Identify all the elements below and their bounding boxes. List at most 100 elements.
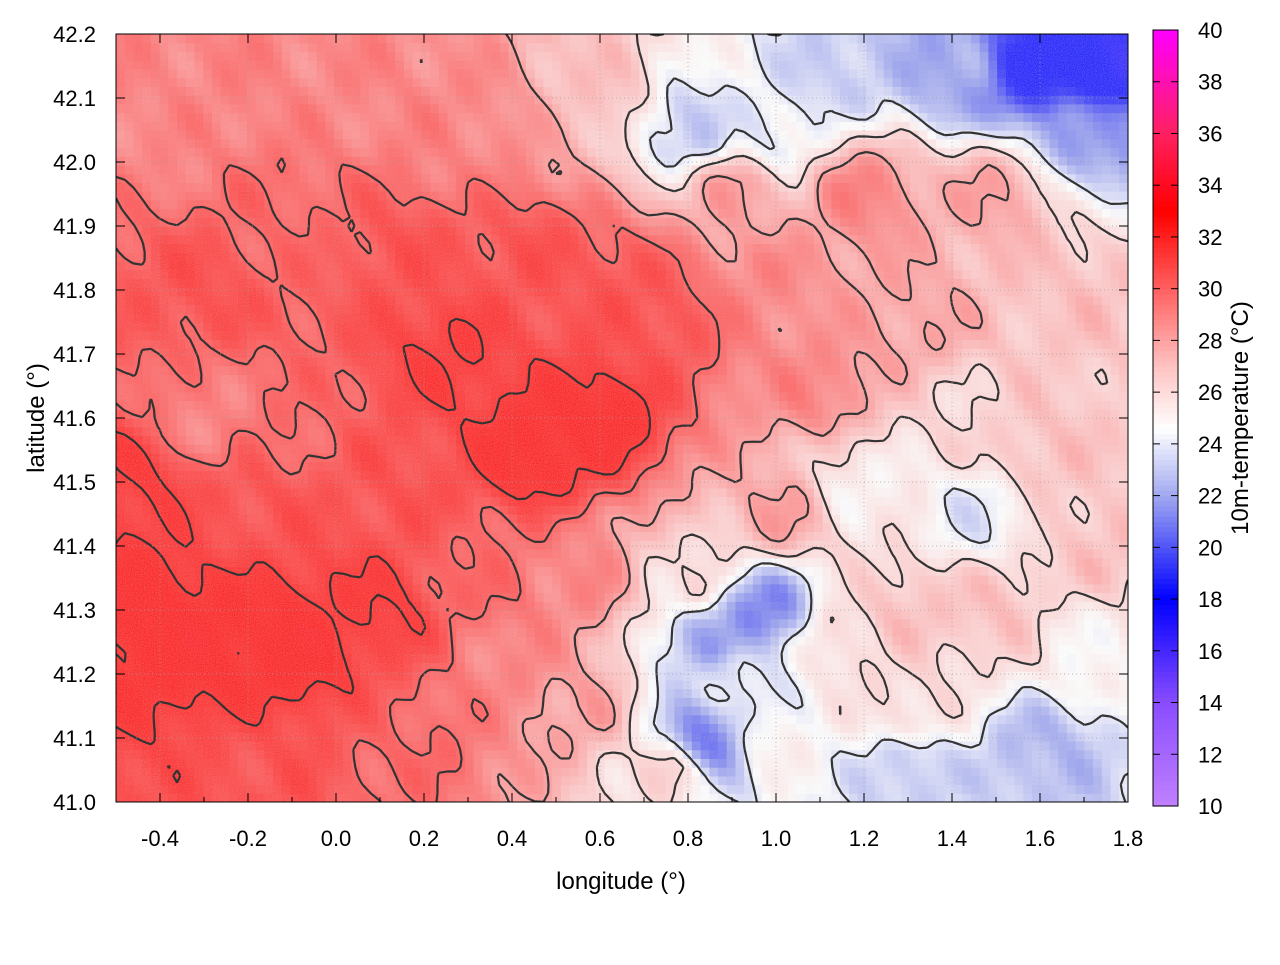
field-cell [203,444,213,454]
field-cell [822,522,832,533]
field-cell [1110,514,1120,524]
field-cell [430,566,440,576]
field-cell [491,444,501,454]
field-cell [918,505,928,515]
field-cell [1014,426,1024,437]
field-cell [988,505,998,515]
field-cell [203,505,213,515]
field-cell [936,557,946,567]
field-cell [299,618,309,629]
field-cell [177,601,187,611]
field-cell [334,688,344,698]
field-cell [264,566,274,576]
field-cell [744,740,754,751]
field-cell [499,627,510,637]
field-cell [369,426,379,437]
field-cell [813,688,824,698]
field-cell [517,618,527,629]
field-cell [787,496,798,506]
field-cell [622,426,632,437]
field-cell [700,662,710,672]
field-cell [787,435,798,445]
field-cell [421,452,431,463]
field-cell [909,740,920,751]
field-cell [421,435,431,445]
field-cell [307,636,318,646]
field-cell [1023,601,1033,611]
field-cell [447,514,457,524]
field-cell [360,505,370,515]
field-cell [752,601,763,611]
field-cell [595,627,606,637]
field-cell [604,644,614,655]
field-cell [709,505,719,515]
field-cell [351,714,361,725]
field-cell [970,610,981,620]
field-cell [665,679,675,690]
field-cell [264,583,274,594]
field-cell [325,426,335,437]
field-cell [656,793,667,802]
field-cell [691,426,702,437]
field-cell [133,740,143,751]
field-cell [395,740,405,751]
field-cell [438,505,449,515]
field-cell [133,531,143,541]
field-cell [229,627,239,637]
field-cell [997,662,1007,672]
field-cell [142,548,152,559]
field-cell [717,679,728,690]
field-cell [613,610,623,620]
field-cell [735,505,745,515]
field-cell [752,575,763,585]
field-cell [953,601,963,611]
field-cell [674,618,684,629]
field-cell [116,714,126,725]
field-cell [988,461,998,471]
field-cell [936,767,946,777]
field-cell [717,461,728,471]
field-cell [255,723,265,733]
field-cell [979,540,990,550]
field-cell [526,496,536,506]
field-cell [700,601,710,611]
field-cell [639,461,649,471]
field-cell [185,444,196,454]
field-cell [360,479,370,489]
field-cell [360,435,370,445]
field-cell [142,470,152,480]
field-cell [1040,514,1051,524]
field-cell [1093,793,1103,802]
field-cell [813,452,824,463]
field-cell [517,706,527,716]
field-cell [892,583,902,594]
field-cell [1075,618,1085,629]
field-cell [683,758,693,768]
field-cell [726,610,737,620]
field-cell [124,592,135,602]
field-cell [901,470,911,480]
field-cell [177,479,187,489]
field-cell [901,653,911,663]
field-cell [700,749,710,759]
field-cell [1075,479,1085,489]
field-cell [194,636,204,646]
field-cell [822,732,832,742]
field-cell [203,566,213,576]
field-cell [290,775,300,786]
field-cell [290,671,300,681]
field-cell [351,653,361,663]
field-cell [875,522,885,533]
field-cell [386,479,396,489]
field-cell [997,452,1007,463]
field-cell [595,575,606,585]
field-cell [761,435,771,445]
field-cell [133,732,143,742]
field-cell [168,496,178,506]
field-cell [1101,531,1112,541]
field-cell [1023,732,1033,742]
field-cell [299,444,309,454]
field-cell [299,505,309,515]
field-cell [909,610,920,620]
field-cell [1101,610,1112,620]
